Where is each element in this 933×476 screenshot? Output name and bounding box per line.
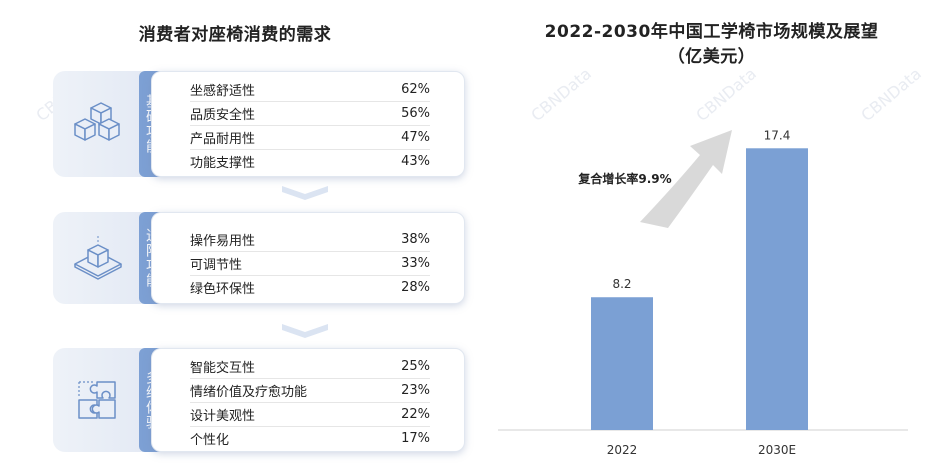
- chart-title-block: 2022-2030年中国工学椅市场规模及展望 （亿美元）: [490, 20, 933, 70]
- metric-row: 功能支撑性 43%: [190, 149, 430, 173]
- x-tick-label: 2022: [607, 443, 638, 457]
- metric-row: 绿色环保性 28%: [190, 275, 430, 299]
- metric-label: 绿色环保性: [190, 281, 256, 297]
- cubes-icon: [74, 102, 120, 141]
- metrics-card: 坐感舒适性 62% 品质安全性 56% 产品耐用性 47% 功能支撑性 43%: [151, 71, 465, 177]
- metric-label: 操作易用性: [190, 233, 256, 249]
- metric-value: 47%: [401, 129, 430, 145]
- metric-value: 43%: [401, 153, 430, 169]
- metric-label: 个性化: [190, 432, 230, 448]
- metric-value: 22%: [401, 406, 430, 422]
- chevron-down-icon: [282, 186, 328, 200]
- puzzle-icon: [78, 381, 116, 419]
- bar-2022: [591, 297, 653, 430]
- metric-value: 25%: [401, 358, 430, 374]
- growth-arrow: [640, 130, 732, 228]
- layered-cube-icon: [74, 236, 122, 280]
- metric-row: 操作易用性 38%: [190, 227, 430, 252]
- section-icon-box: [53, 348, 153, 452]
- metric-label: 产品耐用性: [190, 131, 256, 147]
- metrics-card: 智能交互性 25% 情绪价值及疗愈功能 23% 设计美观性 22% 个性化 17%: [151, 348, 465, 452]
- metric-label: 情绪价值及疗愈功能: [190, 384, 308, 400]
- chart-subtitle: （亿美元）: [667, 47, 756, 67]
- metric-row: 智能交互性 25%: [190, 354, 430, 379]
- section-icon-box: [53, 212, 153, 304]
- metric-label: 功能支撑性: [190, 155, 256, 171]
- metric-value: 56%: [401, 105, 430, 121]
- bar-2030E: [746, 148, 808, 430]
- left-panel-title: 消费者对座椅消费的需求: [138, 25, 332, 45]
- metric-row: 可调节性 33%: [190, 251, 430, 276]
- metric-value: 28%: [401, 279, 430, 295]
- metric-value: 17%: [401, 430, 430, 446]
- bar-chart: 复合增长率9.9% 8.2 2022 17.4 2030E: [498, 128, 908, 457]
- chart-title: 2022-2030年中国工学椅市场规模及展望: [544, 22, 879, 42]
- metric-row: 情绪价值及疗愈功能 23%: [190, 378, 430, 403]
- cagr-annotation: 复合增长率9.9%: [577, 171, 671, 186]
- metric-value: 38%: [401, 231, 430, 247]
- metric-value: 33%: [401, 255, 430, 271]
- section-icon-box: [53, 71, 153, 177]
- metric-label: 可调节性: [190, 257, 243, 273]
- metric-row: 产品耐用性 47%: [190, 125, 430, 150]
- x-tick-label: 2030E: [758, 443, 796, 457]
- metric-row: 个性化 17%: [190, 426, 430, 450]
- chevron-down-icon: [282, 324, 328, 338]
- data-label: 8.2: [612, 277, 631, 291]
- metric-value: 62%: [401, 81, 430, 97]
- data-label: 17.4: [764, 128, 791, 142]
- metric-label: 坐感舒适性: [190, 83, 256, 99]
- metric-row: 坐感舒适性 62%: [190, 77, 430, 102]
- metrics-card: 操作易用性 38% 可调节性 33% 绿色环保性 28%: [151, 212, 465, 304]
- metric-value: 23%: [401, 382, 430, 398]
- metric-label: 设计美观性: [190, 408, 256, 424]
- metric-label: 品质安全性: [190, 107, 256, 123]
- metric-row: 品质安全性 56%: [190, 101, 430, 126]
- metric-row: 设计美观性 22%: [190, 402, 430, 427]
- metric-label: 智能交互性: [190, 360, 256, 376]
